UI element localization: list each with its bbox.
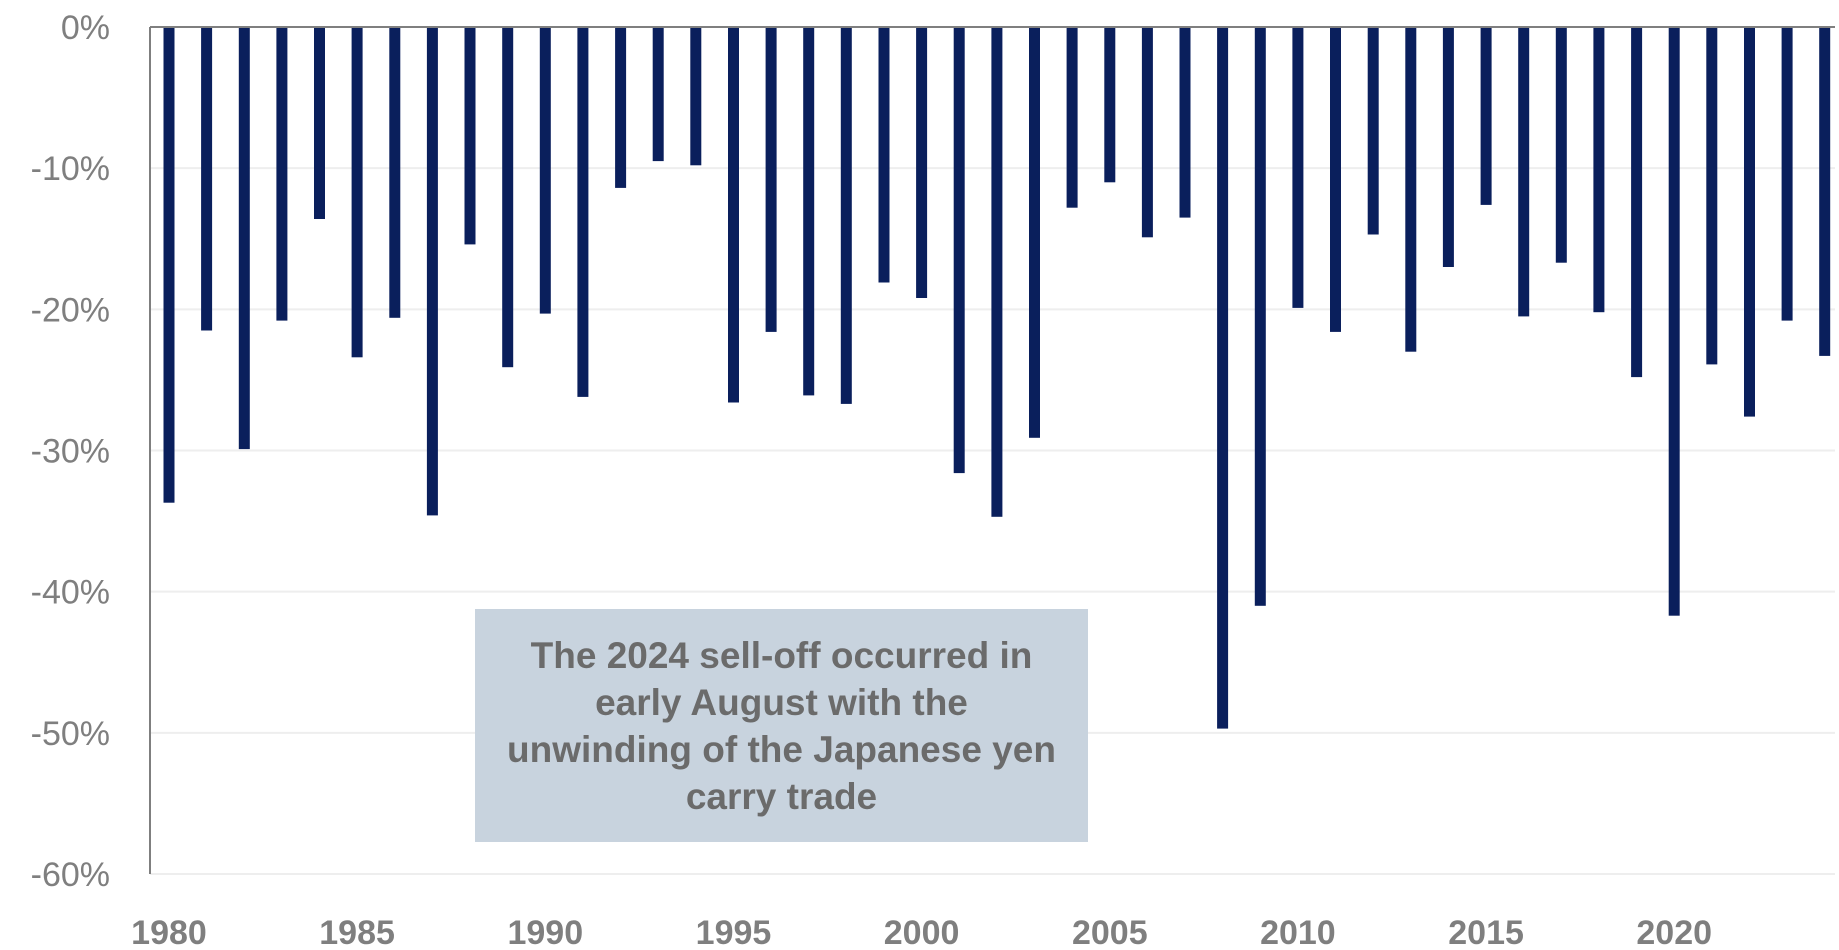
bar-2012 [1367, 27, 1379, 235]
bar-1988 [464, 27, 476, 245]
annotation-box: The 2024 sell-off occurred in early Augu… [475, 609, 1088, 842]
annotation-text: The 2024 sell-off occurred in early Augu… [507, 634, 1056, 817]
bar-2013 [1405, 27, 1417, 352]
bar-1995 [728, 27, 739, 403]
bar-2004 [1066, 27, 1078, 208]
bar-2020 [1668, 27, 1680, 616]
bar-1993 [652, 27, 664, 162]
bar-2023 [1781, 27, 1793, 321]
bar-2015 [1480, 27, 1492, 205]
x-tick-label: 2015 [1448, 914, 1524, 950]
y-tick-label: -50% [31, 715, 110, 753]
bar-1981 [201, 27, 213, 331]
bar-2014 [1442, 27, 1454, 267]
bar-1983 [276, 27, 288, 321]
x-tick-label: 2000 [884, 914, 960, 950]
y-axis-ticks: 0% -10% -20% -30% -40% -50% -60% [31, 9, 110, 894]
y-tick-label: -30% [31, 433, 110, 471]
bar-1984 [314, 27, 325, 219]
x-tick-label: 1985 [319, 914, 395, 950]
x-tick-label: 2020 [1636, 914, 1712, 950]
bar-2006 [1141, 27, 1153, 238]
bar-1987 [426, 27, 438, 516]
y-tick-label: -20% [31, 291, 110, 329]
bar-1991 [577, 27, 589, 397]
bar-2009 [1254, 27, 1266, 606]
bar-1992 [615, 27, 627, 188]
bar-1989 [502, 27, 514, 368]
bar-1996 [765, 27, 777, 332]
y-tick-label: -40% [31, 574, 110, 612]
y-tick-label: 0% [61, 9, 110, 47]
bar-2008 [1217, 27, 1229, 729]
bar-2002 [991, 27, 1003, 517]
bar-1986 [389, 27, 401, 318]
x-tick-label: 2005 [1072, 914, 1148, 950]
bar-1999 [878, 27, 890, 283]
bar-2011 [1330, 27, 1341, 332]
bar-2007 [1179, 27, 1191, 218]
bar-2001 [953, 27, 965, 474]
x-tick-label: 1980 [131, 914, 207, 950]
bar-1980 [163, 27, 175, 503]
bar-2003 [1029, 27, 1040, 438]
bar-1997 [803, 27, 815, 396]
bar-2005 [1104, 27, 1116, 183]
bar-1982 [238, 27, 250, 450]
bar-1994 [690, 27, 702, 166]
bar-1998 [840, 27, 852, 404]
bar-1985 [351, 27, 363, 358]
bar-2016 [1518, 27, 1530, 317]
bars [163, 27, 1831, 729]
bar-2022 [1744, 27, 1755, 417]
x-tick-label: 1995 [696, 914, 772, 950]
bar-2010 [1292, 27, 1304, 308]
x-axis-ticks: 1980 1985 1990 1995 2000 2005 2010 2015 2020 [131, 914, 1712, 950]
x-tick-label: 1990 [507, 914, 583, 950]
bar-2021 [1706, 27, 1718, 365]
bar-2024 [1819, 27, 1831, 356]
bar-2000 [916, 27, 928, 298]
y-tick-label: -10% [31, 150, 110, 188]
bar-1990 [539, 27, 551, 314]
x-tick-label: 2010 [1260, 914, 1336, 950]
bar-2019 [1631, 27, 1643, 378]
y-tick-label: -60% [31, 856, 110, 894]
bar-2018 [1593, 27, 1605, 313]
bar-2017 [1555, 27, 1567, 263]
